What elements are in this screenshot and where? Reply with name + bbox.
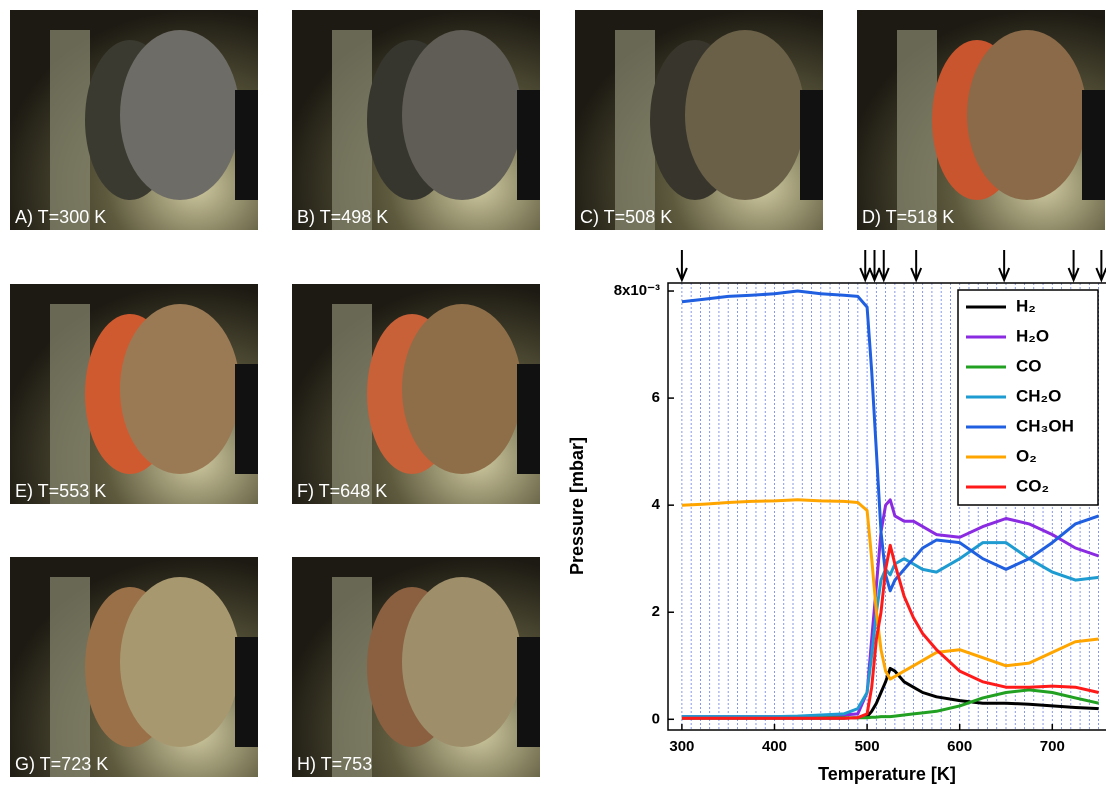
legend-label: CH₂O (1016, 386, 1061, 405)
holder (332, 304, 372, 504)
sample-disc (120, 30, 240, 200)
clamp (517, 637, 540, 747)
arrow-head (675, 267, 688, 283)
arrow-head (1095, 267, 1106, 283)
temperature-arrow (859, 250, 872, 283)
sample-disc (402, 30, 522, 200)
photo-caption: B) T=498 K (297, 207, 388, 227)
sample-disc (402, 577, 522, 747)
plot-area (681, 283, 1100, 730)
photo: D) T=518 K (857, 10, 1105, 230)
arrow-head (910, 267, 923, 283)
photo-caption: E) T=553 K (15, 481, 106, 501)
holder (50, 304, 90, 504)
arrow-head (1067, 267, 1080, 283)
temperature-arrow (868, 250, 881, 283)
sample-disc (402, 304, 522, 474)
legend-label: H₂O (1016, 326, 1049, 345)
x-tick-label: 600 (947, 738, 972, 755)
clamp (235, 364, 258, 474)
photo: E) T=553 K (10, 284, 258, 504)
y-tick-label: 6 (652, 389, 660, 406)
holder (50, 30, 90, 230)
series-line (681, 666, 1099, 720)
series-line (681, 498, 1099, 681)
holder (50, 577, 90, 777)
photo: H) T=753 (292, 557, 540, 777)
temperature-arrow (1095, 250, 1106, 283)
photo-caption: A) T=300 K (15, 207, 106, 227)
clamp (517, 364, 540, 474)
temperature-arrow (675, 250, 688, 283)
photo-caption: C) T=508 K (580, 207, 672, 227)
clamp (235, 90, 258, 200)
photo-panels: A) T=300 K B) T=498 K C) T=508 K D) T=518 K… (10, 10, 1105, 777)
legend-label: CO₂ (1016, 476, 1049, 495)
y-tick-label: 0 (652, 710, 660, 727)
photo-caption: G) T=723 K (15, 754, 108, 774)
holder (615, 30, 655, 230)
photo: A) T=300 K (10, 10, 258, 230)
plot-frame (667, 282, 1106, 731)
clamp (517, 90, 540, 200)
arrow-head (877, 267, 890, 283)
x-tick-label: 500 (855, 738, 880, 755)
temperature-arrow (910, 250, 923, 283)
clamp (1082, 90, 1105, 200)
x-tick-label: 300 (669, 738, 694, 755)
holder (897, 30, 937, 230)
holder (332, 30, 372, 230)
x-axis-label: Temperature [K] (818, 764, 956, 784)
y-tick-label: 8x10⁻³ (614, 282, 660, 299)
y-axis-label: Pressure [mbar] (567, 437, 587, 575)
legend-label: CO (1016, 356, 1042, 375)
x-tick-label: 700 (1040, 738, 1065, 755)
sample-disc (120, 577, 240, 747)
temperature-arrow (998, 250, 1011, 283)
sample-disc (967, 30, 1087, 200)
y-tick-label: 4 (652, 496, 661, 513)
legend: H₂ H₂O CO CH₂O CH₃OH O₂ CO₂ (957, 289, 1099, 506)
temperature-arrow (1067, 250, 1080, 283)
photo-caption: H) T=753 (297, 754, 372, 774)
photo: B) T=498 K (292, 10, 540, 230)
clamp (800, 90, 823, 200)
arrow-head (859, 267, 872, 283)
photo: C) T=508 K (575, 10, 823, 230)
photo-caption: D) T=518 K (862, 207, 954, 227)
series-line (681, 498, 1100, 719)
sample-disc (685, 30, 805, 200)
y-tick-label: 2 (652, 603, 660, 620)
legend-label: CH₃OH (1016, 416, 1074, 435)
legend-label: O₂ (1016, 446, 1037, 465)
photo-caption: F) T=648 K (297, 481, 387, 501)
photo: F) T=648 K (292, 284, 540, 504)
temperature-arrow (877, 250, 890, 283)
arrow-head (998, 267, 1011, 283)
clamp (235, 637, 258, 747)
photo: G) T=723 K (10, 557, 258, 777)
legend-label: H₂ (1016, 296, 1036, 315)
chart: Temperature [K] Pressure [mbar] 0 2 4 6 8x10… (567, 250, 1106, 784)
arrow-head (868, 267, 881, 283)
holder (332, 577, 372, 777)
x-tick-label: 400 (762, 738, 787, 755)
series-line (681, 543, 1099, 720)
sample-disc (120, 304, 240, 474)
